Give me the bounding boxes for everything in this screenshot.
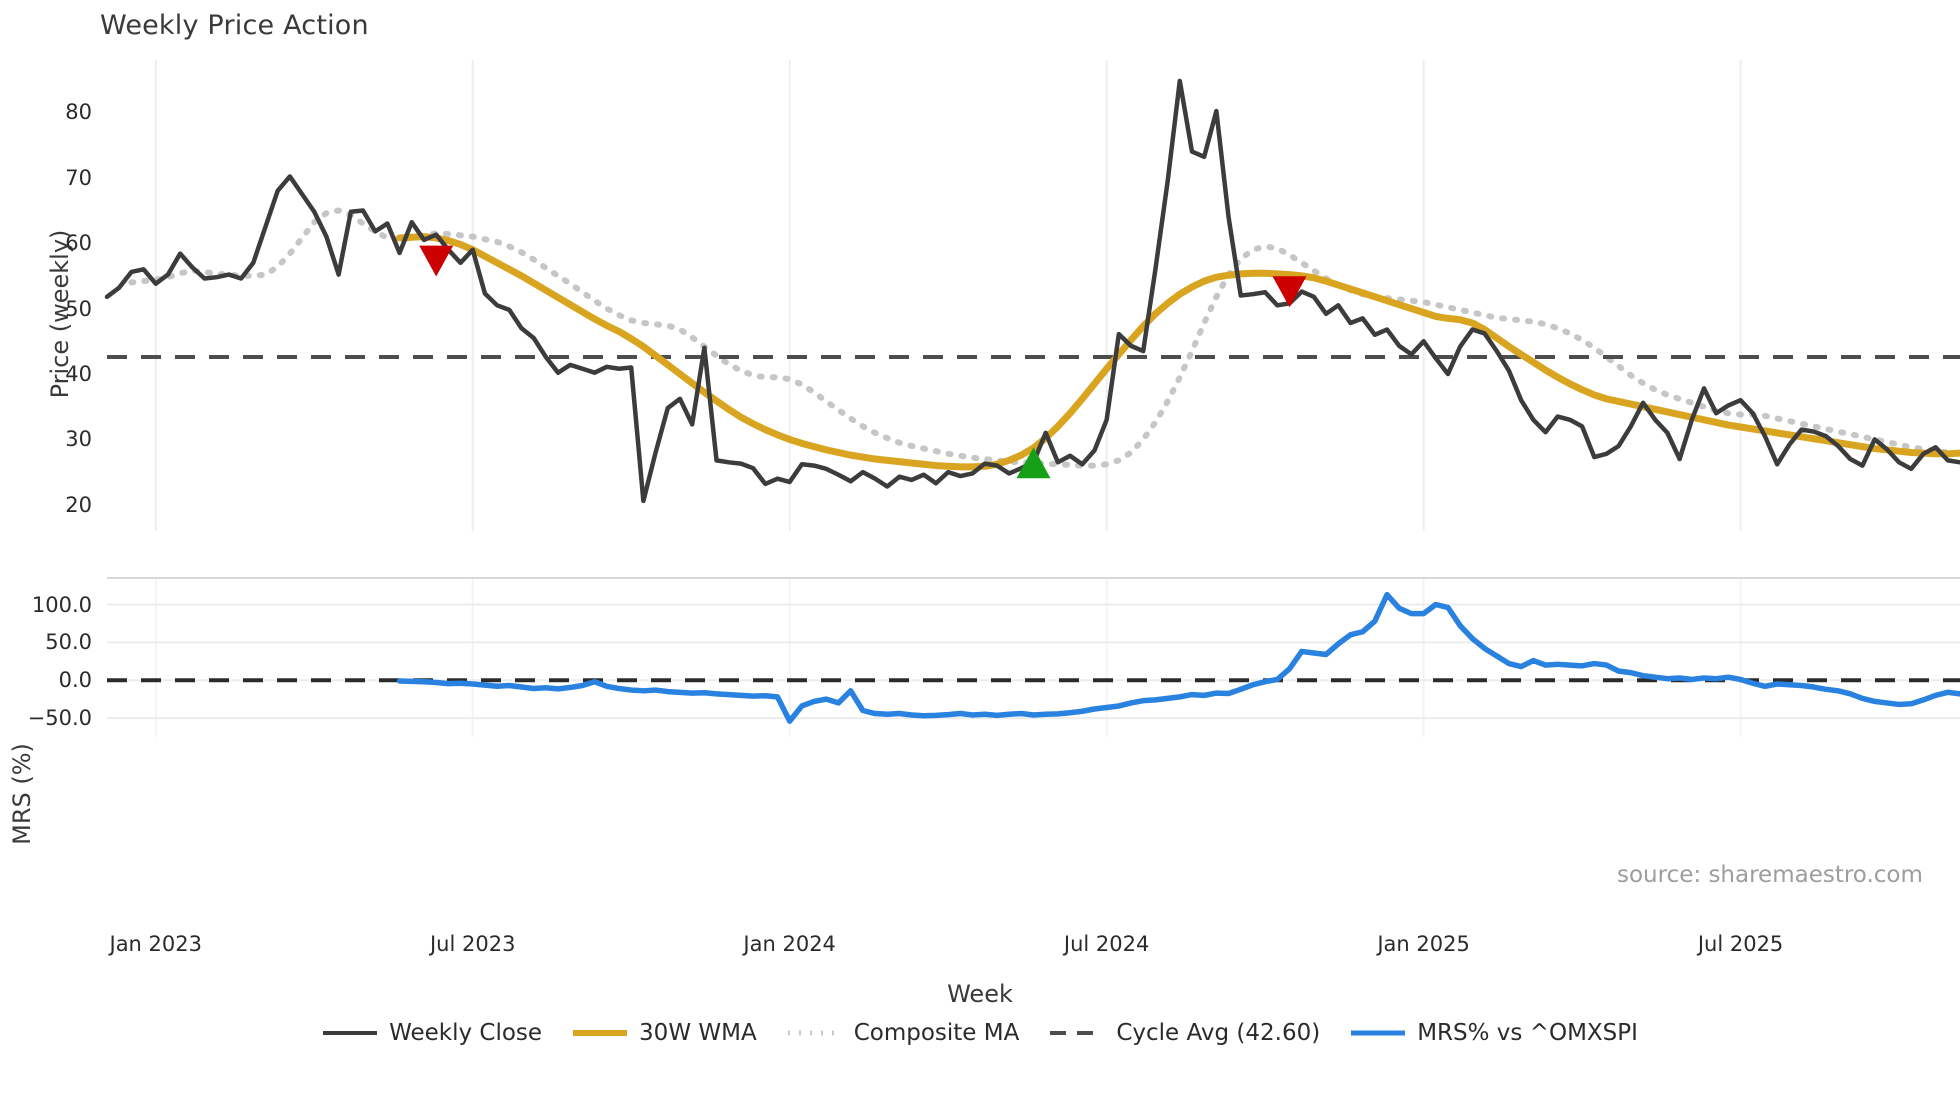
- y-tick-price-40: 40: [65, 362, 92, 386]
- y-tick-mrs-3: −50.0: [27, 706, 92, 731]
- y-tick-mrs-1: 50.0: [45, 630, 92, 655]
- series-30w-wma: [396, 233, 1960, 471]
- y-tick-mrs-2: 0.0: [58, 668, 92, 693]
- legend-swatch-thirty-week-wma-icon: [572, 1024, 628, 1042]
- legend-swatch-cycle-avg-icon: [1049, 1024, 1105, 1042]
- legend-swatch-composite-ma-icon: [787, 1024, 843, 1042]
- chart-legend: Weekly Close 30W WMA Composite MA Cycle Avg…: [0, 1020, 1960, 1046]
- legend-label-cycle-avg: Cycle Avg (42.60): [1116, 1020, 1321, 1046]
- legend-item-composite-ma[interactable]: Composite MA: [787, 1020, 1020, 1046]
- y-tick-price-80: 80: [65, 100, 92, 125]
- y-tick-price-70: 70: [65, 165, 92, 190]
- legend-item-thirty-week-wma[interactable]: 30W WMA: [572, 1020, 757, 1046]
- signal-marker-buy-1: [1016, 447, 1051, 479]
- source-watermark: source: sharemaestro.com: [1617, 862, 1923, 888]
- y-tick-price-60: 60: [65, 231, 92, 256]
- x-tick-4: Jan 2025: [1377, 932, 1470, 956]
- page-title: Weekly Price Action: [100, 10, 369, 41]
- signal-marker-sell-2: [1272, 276, 1307, 308]
- legend-label-thirty-week-wma: 30W WMA: [639, 1020, 757, 1046]
- series-composite-ma: [128, 207, 1960, 469]
- legend-label-composite-ma: Composite MA: [853, 1020, 1020, 1046]
- y-tick-mrs-0: 100.0: [31, 592, 92, 617]
- legend-item-weekly-close[interactable]: Weekly Close: [322, 1020, 542, 1046]
- x-tick-3: Jul 2024: [1063, 932, 1150, 956]
- legend-label-weekly-close: Weekly Close: [389, 1020, 543, 1046]
- y-tick-price-30: 30: [65, 427, 92, 452]
- legend-label-mrs-pct: MRS% vs ^OMXSPI: [1417, 1020, 1638, 1046]
- series-mrs-pct: [396, 591, 1960, 724]
- x-tick-1: Jul 2023: [429, 932, 516, 956]
- x-axis-label: Week: [947, 980, 1013, 1008]
- x-tick-0: Jan 2023: [109, 932, 203, 956]
- legend-swatch-mrs-pct-icon: [1350, 1024, 1406, 1042]
- legend-swatch-weekly-close-icon: [322, 1024, 378, 1042]
- signal-marker-sell-0: [419, 245, 454, 277]
- x-tick-2: Jan 2024: [743, 932, 836, 956]
- y-tick-price-20: 20: [65, 492, 92, 517]
- legend-item-cycle-avg[interactable]: Cycle Avg (42.60): [1049, 1020, 1320, 1046]
- y-tick-price-50: 50: [65, 296, 92, 321]
- legend-item-mrs-pct[interactable]: MRS% vs ^OMXSPI: [1350, 1020, 1638, 1046]
- x-tick-5: Jul 2025: [1697, 932, 1784, 956]
